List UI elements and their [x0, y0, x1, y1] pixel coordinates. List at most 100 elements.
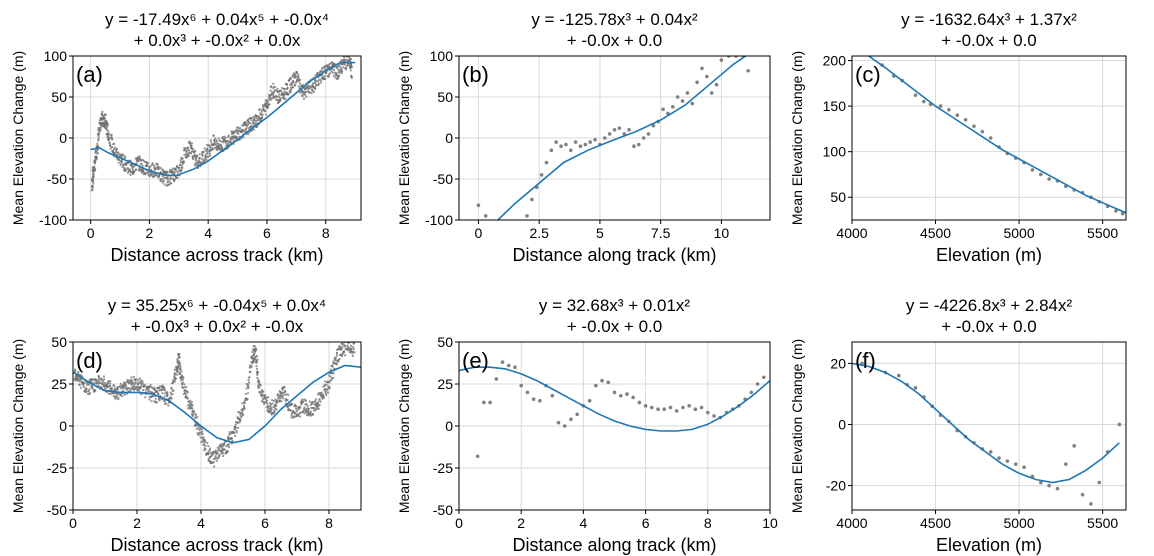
chart-panel-4: 0 2 4 6 8 -50 -25 0 25 50 y = 35.25x⁶ + -0.04x⁵ + …: [10, 296, 362, 555]
scatter-point: [103, 117, 106, 120]
scatter-point: [913, 93, 918, 97]
scatter-point: [320, 391, 323, 394]
scatter-point: [328, 62, 331, 66]
scatter-point: [530, 197, 534, 202]
scatter-point: [96, 144, 100, 148]
scatter-point: [260, 388, 264, 392]
scatter-point: [73, 369, 77, 372]
chart-title-line1: y = -4226.8x³ + 2.84x²: [906, 296, 1073, 315]
scatter-point: [709, 91, 714, 95]
scatter-point: [135, 385, 139, 389]
plot-area: [868, 56, 1126, 216]
scatter-point: [204, 149, 207, 152]
scatter-point: [680, 99, 685, 103]
scatter-point: [719, 58, 724, 62]
scatter-point: [244, 120, 247, 124]
scatter-point: [217, 457, 220, 460]
scatter-point: [147, 390, 150, 394]
scatter-point: [113, 385, 116, 388]
scatter-point: [293, 84, 297, 87]
scatter-point: [307, 407, 311, 410]
scatter-point: [324, 74, 327, 78]
scatter-point: [206, 441, 209, 445]
scatter-point: [328, 386, 331, 390]
scatter-point: [646, 132, 651, 136]
scatter-point: [111, 146, 114, 149]
scatter-point: [564, 142, 568, 147]
scatter-point: [1120, 211, 1125, 216]
scatter-point: [96, 152, 99, 155]
scatter-point: [221, 449, 224, 453]
chart-panel-1: 0 2 4 6 8 -100 -50 0 50 100 y = -17.49x⁶ + 0.04x⁵ …: [10, 10, 362, 265]
scatter-point: [253, 353, 256, 356]
scatter-point: [208, 459, 211, 463]
scatter-point: [700, 66, 704, 71]
scatter-point: [224, 136, 227, 139]
scatter-point: [186, 390, 189, 393]
scatter-point: [278, 93, 281, 96]
scatter-point: [187, 146, 190, 149]
scatter-point: [266, 396, 270, 399]
chart-panel-3: 4000 4500 5000 5500 50 100 150 200 y = -1632.64x…: [789, 10, 1127, 265]
scatter-point: [327, 374, 330, 377]
scatter-point: [325, 72, 328, 75]
scatter-point: [348, 338, 350, 340]
y-tick-label: 20: [830, 355, 846, 371]
scatter-point: [525, 214, 529, 218]
scatter-point: [176, 359, 179, 362]
scatter-point: [97, 137, 100, 141]
scatter-point: [488, 400, 492, 405]
x-tick-label: 2.5: [529, 225, 549, 241]
scatter-point: [160, 167, 163, 170]
scatter-point: [149, 165, 152, 168]
scatter-point: [303, 93, 307, 96]
scatter-point: [588, 140, 593, 144]
scatter-point: [209, 139, 212, 142]
scatter-point: [159, 179, 162, 183]
scatter-point: [214, 137, 217, 140]
scatter-point: [913, 386, 918, 390]
scatter-point: [166, 179, 169, 182]
scatter-point: [318, 403, 321, 407]
scatter-point: [111, 138, 114, 141]
x-tick-label: 5500: [1087, 225, 1118, 241]
scatter-point: [922, 99, 926, 104]
x-tick-label: 5000: [1003, 515, 1034, 531]
scatter-point: [262, 390, 265, 393]
scatter-point: [204, 448, 207, 451]
scatter-point: [278, 397, 281, 400]
scatter-point: [636, 142, 641, 147]
scatter-point: [328, 381, 331, 384]
scatter-point: [219, 140, 223, 143]
scatter-point: [190, 400, 193, 404]
panel-label: (a): [76, 62, 103, 87]
scatter-point: [675, 95, 680, 99]
scatter-point: [252, 118, 256, 122]
chart-title-line2: + -0.0x + 0.0: [567, 31, 662, 50]
scatter-point: [347, 347, 350, 350]
scatter-point: [306, 404, 309, 408]
scatter-point: [241, 411, 244, 414]
x-tick-label: 4500: [920, 225, 951, 241]
scatter-point: [252, 360, 255, 363]
scatter-point: [246, 397, 249, 401]
scatter-point: [252, 128, 255, 131]
scatter-point: [132, 384, 136, 388]
scatter-point: [256, 376, 259, 379]
scatter-point: [245, 125, 249, 128]
scatter-point: [333, 358, 337, 361]
scatter-point: [156, 392, 160, 395]
scatter-point: [168, 183, 171, 186]
scatter-point: [174, 168, 177, 171]
scatter-point: [287, 393, 290, 396]
scatter-point: [651, 123, 656, 128]
scatter-point: [163, 389, 166, 392]
scatter-point: [91, 179, 95, 182]
scatter-point: [178, 166, 181, 169]
scatter-point: [162, 179, 165, 182]
scatter-point: [223, 448, 226, 451]
scatter-point: [267, 106, 270, 109]
scatter-point: [173, 380, 177, 383]
y-tick-label: 0: [59, 418, 67, 434]
